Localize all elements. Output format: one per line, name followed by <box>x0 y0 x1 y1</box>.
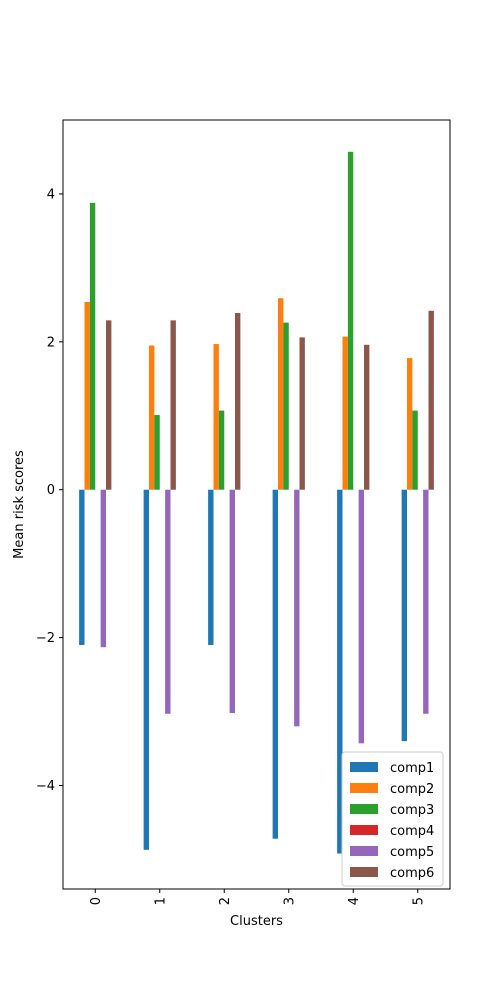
bar-comp3-cluster-2 <box>218 410 225 490</box>
y-axis-label: Mean risk scores <box>12 450 27 559</box>
bar-comp5-cluster-3 <box>294 489 300 727</box>
bar-comp3-cluster-5 <box>412 410 418 490</box>
y-tick-label: 2 <box>47 335 55 350</box>
bar-comp2-cluster-3 <box>278 298 284 490</box>
legend-swatch-comp5 <box>350 846 378 856</box>
legend-swatch-comp3 <box>350 804 378 814</box>
legend-label-comp1: comp1 <box>390 761 434 776</box>
bar-comp1-cluster-2 <box>208 489 214 645</box>
bars-layer <box>79 151 434 854</box>
legend-swatch-comp2 <box>350 783 378 793</box>
x-tick-label: 5 <box>411 897 426 905</box>
bar-comp6-cluster-4 <box>364 344 370 490</box>
bar-comp5-cluster-1 <box>165 489 171 714</box>
x-axis: 0 1 2 3 4 5 <box>89 889 426 905</box>
legend-label-comp4: comp4 <box>390 824 434 839</box>
bar-comp1-cluster-1 <box>143 489 150 850</box>
bar-comp2-cluster-0 <box>84 301 90 490</box>
legend-swatch-comp4 <box>350 825 378 835</box>
bar-comp6-cluster-0 <box>106 320 112 490</box>
legend-label-comp3: comp3 <box>390 803 434 818</box>
x-tick-label: 3 <box>282 897 297 905</box>
legend-label-comp5: comp5 <box>390 845 434 860</box>
legend-label-comp6: comp6 <box>390 866 434 881</box>
bar-comp1-cluster-3 <box>272 489 279 839</box>
x-axis-label: Clusters <box>230 914 283 929</box>
bar-comp6-cluster-2 <box>235 312 241 490</box>
bar-comp2-cluster-2 <box>213 344 219 490</box>
x-tick-label: 1 <box>153 897 168 905</box>
bar-comp1-cluster-4 <box>337 489 343 854</box>
bar-comp5-cluster-4 <box>358 489 365 744</box>
bar-comp3-cluster-3 <box>283 322 289 490</box>
bar-comp6-cluster-3 <box>299 337 305 490</box>
x-tick-label: 0 <box>89 897 104 905</box>
bar-comp5-cluster-2 <box>229 489 236 714</box>
bar-comp5-cluster-0 <box>100 489 107 648</box>
bar-comp6-cluster-5 <box>428 310 434 490</box>
bar-comp2-cluster-1 <box>149 345 155 490</box>
legend-label-comp2: comp2 <box>390 782 434 797</box>
y-tick-label: −2 <box>36 631 55 646</box>
bar-comp1-cluster-0 <box>79 489 85 645</box>
bar-comp6-cluster-1 <box>170 320 176 490</box>
bar-comp3-cluster-4 <box>347 151 354 490</box>
legend: comp1 comp2 comp3 comp4 comp5 comp6 <box>341 751 444 887</box>
y-tick-label: −4 <box>36 779 55 794</box>
legend-swatch-comp6 <box>350 867 378 877</box>
bar-comp3-cluster-1 <box>154 415 160 490</box>
bar-comp1-cluster-5 <box>401 489 408 742</box>
y-tick-label: 4 <box>47 187 55 202</box>
legend-swatch-comp1 <box>350 762 378 772</box>
plot-frame <box>62 119 451 890</box>
x-tick-label: 2 <box>218 897 233 905</box>
bar-comp2-cluster-4 <box>342 336 348 490</box>
bar-comp5-cluster-5 <box>423 489 429 714</box>
bar-comp3-cluster-0 <box>89 202 96 490</box>
bar-comp2-cluster-5 <box>407 358 413 490</box>
y-tick-label: 0 <box>47 483 55 498</box>
y-axis: −4 −2 0 2 4 <box>36 187 63 794</box>
x-tick-label: 4 <box>347 897 362 905</box>
